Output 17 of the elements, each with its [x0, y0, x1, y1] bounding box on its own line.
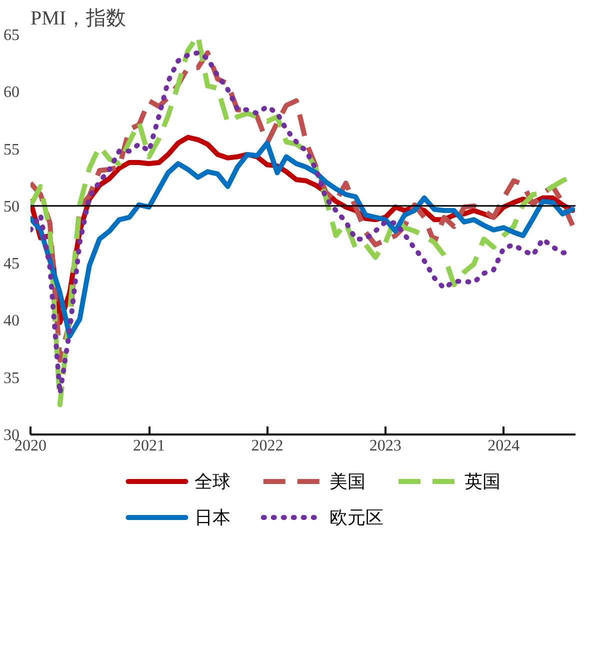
y-tick-label: 50 — [4, 198, 20, 216]
y-tick-label: 35 — [4, 370, 20, 387]
y-tick-label: 45 — [4, 256, 20, 273]
y-tick-label: 40 — [4, 312, 20, 330]
x-tick-label: 2022 — [251, 438, 284, 454]
x-tick-label: 2021 — [133, 438, 166, 454]
y-tick-label: 60 — [4, 84, 20, 102]
legend-label: 全球 — [194, 472, 230, 492]
legend-label: 日本 — [194, 508, 230, 528]
legend-label: 英国 — [464, 472, 501, 492]
y-tick-label: 55 — [4, 141, 20, 158]
x-tick-label: 2023 — [369, 438, 402, 454]
legend-label: 美国 — [330, 472, 366, 492]
y-tick-label: 65 — [4, 27, 20, 44]
chart-title: PMI，指数 — [30, 8, 126, 30]
legend-label: 欧元区 — [330, 508, 384, 528]
x-tick-label: 2024 — [488, 438, 520, 454]
